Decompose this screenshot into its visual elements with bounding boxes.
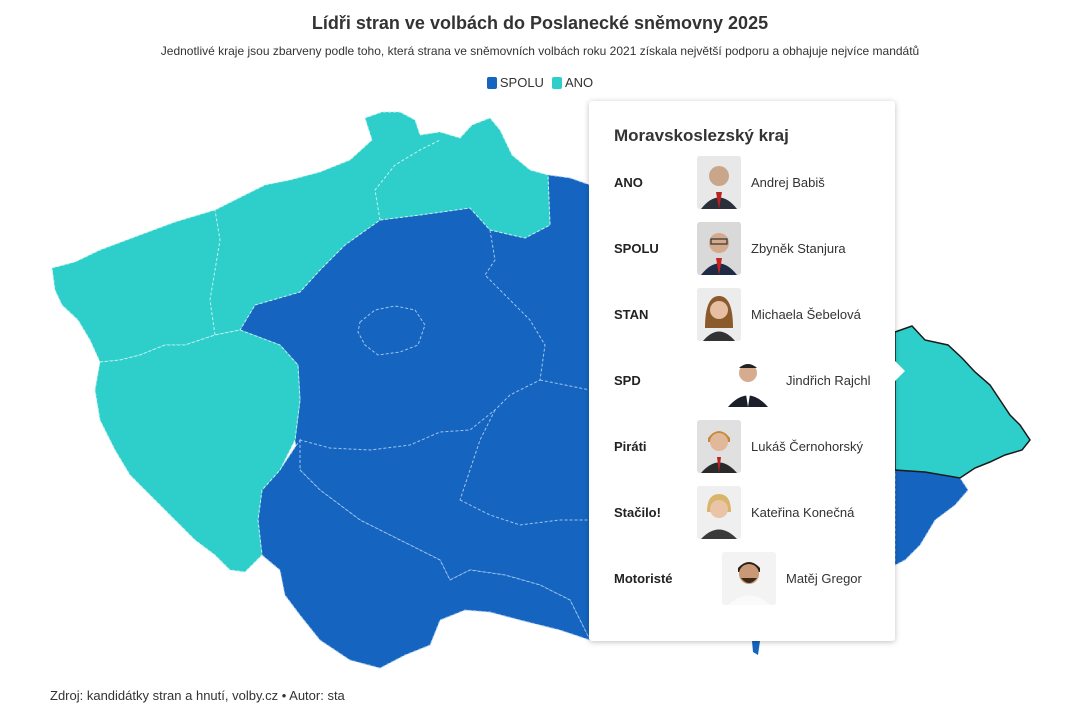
party-label: SPD [614,373,641,388]
region-ano-plzen[interactable] [94,329,301,573]
leader-row-spolu: SPOLU Zbyněk Stanjura [614,221,884,277]
legend-swatch-spolu [486,76,497,89]
region-ano-moravian-silesian[interactable] [894,325,1031,479]
legend-label-spolu: SPOLU [499,75,544,90]
leader-row-stacilo: Stačilo! Kateřina Konečná [614,485,884,541]
tooltip-pointer [895,361,905,381]
leader-row-ano: ANO Andrej Babiš [614,155,884,211]
candidate-photo [697,486,741,539]
candidate-name: Michaela Šebelová [751,307,861,322]
candidate-photo [722,354,774,407]
legend-item-spolu[interactable]: SPOLU [486,75,544,90]
legend-item-ano[interactable]: ANO [551,75,594,90]
region-border-internal [374,139,441,221]
party-label: STAN [614,307,649,322]
chart-subtitle: Jednotlivé kraje jsou zbarveny podle toh… [160,44,920,58]
candidate-photo [697,288,741,341]
chart-title: Lídři stran ve volbách do Poslanecké sně… [311,13,769,33]
candidate-name: Andrej Babiš [751,175,825,190]
region-border-internal-2 [209,209,221,336]
party-label: Motoristé [614,571,673,586]
prague-outline[interactable] [357,305,426,356]
candidate-name: Zbyněk Stanjura [751,241,846,256]
candidate-name: Kateřina Konečná [751,505,855,520]
candidate-name: Jindřich Rajchl [786,373,871,388]
party-label: Stačilo! [614,505,661,520]
region-tooltip: Moravskoslezský kraj ANO Andrej Babiš SP… [589,101,905,641]
candidate-photo [697,222,741,275]
legend-label-ano: ANO [564,75,594,90]
region-border-internal-3 [299,229,546,451]
candidate-name: Lukáš Černohorský [751,439,863,454]
candidate-name: Matěj Gregor [786,571,862,586]
party-label: ANO [614,175,643,190]
region-spolu-south-tip[interactable] [752,641,760,655]
source-credit: Zdroj: kandidátky stran a hnutí, volby.c… [50,688,345,703]
leader-row-pirati: Piráti Lukáš Černohorský [614,419,884,475]
region-spolu-east-moravia[interactable] [894,469,969,566]
candidate-photo [722,552,776,605]
region-border-internal-4 [459,379,591,526]
legend: SPOLU ANO [0,75,1080,90]
region-ano-northwest[interactable] [51,111,551,363]
tooltip-region-title: Moravskoslezský kraj [614,126,789,145]
region-spolu-south[interactable] [257,438,591,669]
party-label: Piráti [614,439,647,454]
legend-swatch-ano [551,76,562,89]
candidate-photo [697,156,741,209]
leader-row-stan: STAN Michaela Šebelová [614,287,884,343]
leader-row-spd: SPD Jindřich Rajchl [614,353,884,409]
candidate-photo [697,420,741,473]
party-label: SPOLU [614,241,659,256]
leader-row-motoriste: Motoristé Matěj Gregor [614,551,884,607]
